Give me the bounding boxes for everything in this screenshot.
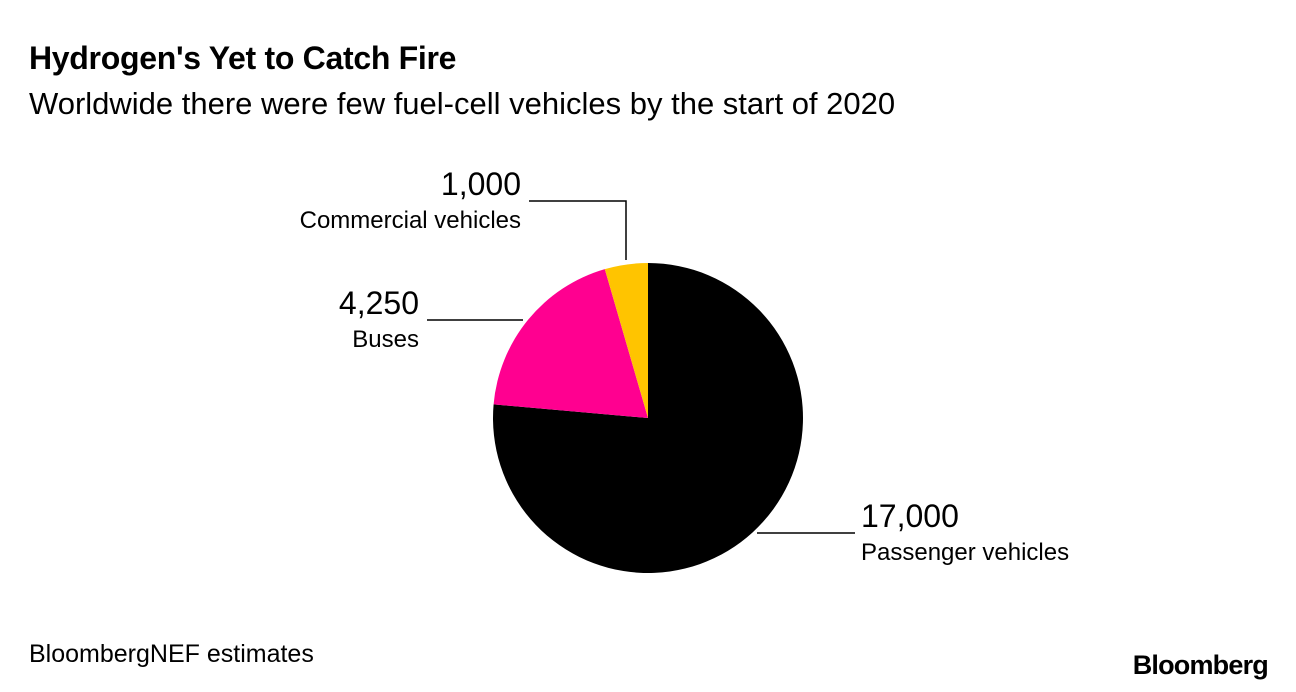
category-label-commercial-vehicles: Commercial vehicles xyxy=(300,207,521,234)
category-label-buses: Buses xyxy=(352,326,419,353)
value-label-buses: 4,250 xyxy=(339,285,419,321)
value-label-passenger-vehicles: 17,000 xyxy=(861,498,959,534)
category-label-passenger-vehicles: Passenger vehicles xyxy=(861,539,1069,566)
pie-slice-buses xyxy=(493,269,648,418)
chart-title: Hydrogen's Yet to Catch Fire xyxy=(29,40,457,76)
chart-subtitle: Worldwide there were few fuel-cell vehic… xyxy=(29,86,896,121)
source-note: BloombergNEF estimates xyxy=(29,640,314,668)
bloomberg-logo: Bloomberg xyxy=(1132,650,1269,680)
leader-line-commercial-vehicles xyxy=(529,200,627,260)
pie-slice-commercial-vehicles xyxy=(604,263,648,418)
value-label-commercial-vehicles: 1,000 xyxy=(441,166,521,202)
pie-slice-passenger-vehicles xyxy=(492,263,803,573)
